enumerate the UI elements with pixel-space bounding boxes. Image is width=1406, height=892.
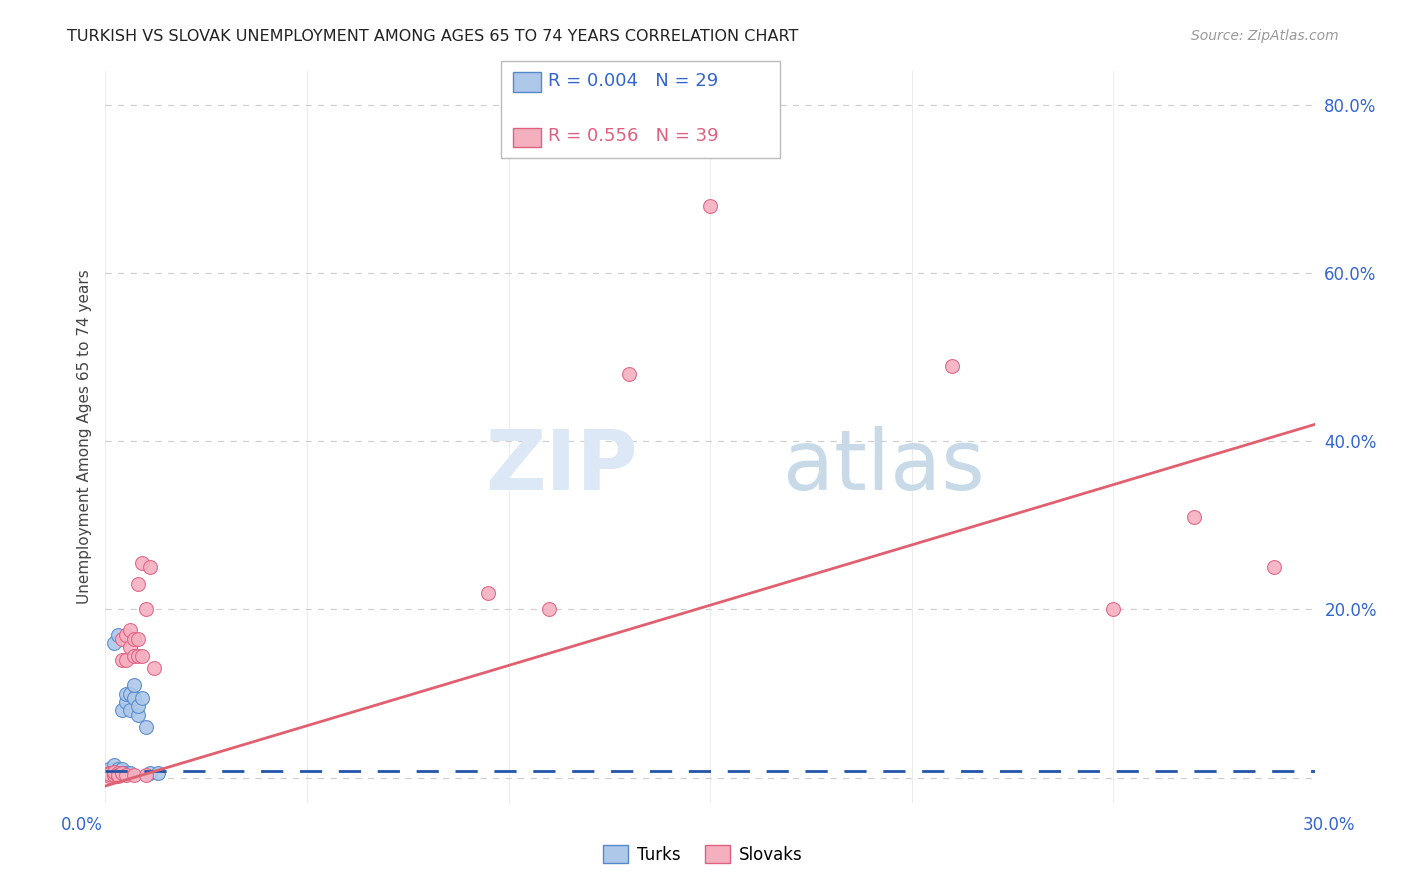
Text: 0.0%: 0.0% [60, 816, 103, 834]
Point [146, 766, 169, 780]
Text: TURKISH VS SLOVAK UNEMPLOYMENT AMONG AGES 65 TO 74 YEARS CORRELATION CHART: TURKISH VS SLOVAK UNEMPLOYMENT AMONG AGE… [67, 29, 799, 44]
Text: 30.0%: 30.0% [1302, 816, 1355, 834]
Point [122, 648, 145, 663]
Point [110, 766, 132, 780]
Point [131, 556, 153, 570]
Point [139, 560, 162, 574]
Point [110, 762, 132, 776]
Point [118, 703, 141, 717]
Point [131, 648, 153, 663]
Point [122, 768, 145, 782]
Point [114, 766, 136, 780]
Point [127, 699, 149, 714]
Point [941, 359, 963, 373]
Point [135, 768, 157, 782]
Point [103, 758, 125, 772]
Point [98, 765, 121, 780]
Point [110, 703, 132, 717]
Point [122, 678, 145, 692]
Point [107, 765, 129, 780]
Point [118, 624, 141, 638]
Point [127, 632, 149, 646]
Point [118, 640, 141, 655]
Point [103, 766, 125, 780]
Text: Source: ZipAtlas.com: Source: ZipAtlas.com [1191, 29, 1339, 43]
Point [114, 686, 136, 700]
Point [118, 766, 141, 780]
Point [127, 648, 149, 663]
Point [142, 661, 165, 675]
Point [103, 764, 125, 779]
Point [114, 627, 136, 641]
Point [114, 695, 136, 709]
Point [127, 577, 149, 591]
Point [131, 690, 153, 705]
Point [110, 653, 132, 667]
Point [1263, 560, 1285, 574]
Point [98, 768, 121, 782]
Text: ZIP: ZIP [485, 425, 637, 507]
Point [1102, 602, 1125, 616]
Point [98, 768, 121, 782]
Point [98, 766, 121, 780]
Point [103, 766, 125, 780]
Point [139, 766, 162, 780]
Point [107, 627, 129, 641]
Point [110, 632, 132, 646]
Point [98, 767, 121, 781]
Point [699, 199, 721, 213]
Point [114, 653, 136, 667]
Legend: Turks, Slovaks: Turks, Slovaks [596, 838, 810, 871]
Point [107, 766, 129, 780]
Text: R = 0.004   N = 29: R = 0.004 N = 29 [548, 72, 718, 90]
Point [1182, 510, 1205, 524]
Point [127, 707, 149, 722]
Point [122, 632, 145, 646]
Point [98, 769, 121, 783]
Point [114, 768, 136, 782]
Point [103, 768, 125, 782]
Point [107, 766, 129, 780]
Point [477, 585, 499, 599]
Point [619, 367, 641, 381]
Text: atlas: atlas [783, 425, 984, 507]
Point [135, 602, 157, 616]
Point [118, 686, 141, 700]
Point [135, 720, 157, 734]
Point [98, 762, 121, 776]
Point [103, 764, 125, 779]
Point [107, 767, 129, 781]
Point [107, 762, 129, 776]
Point [537, 602, 560, 616]
Point [110, 766, 132, 780]
Point [107, 768, 129, 782]
Point [107, 769, 129, 783]
Point [103, 636, 125, 650]
Point [122, 690, 145, 705]
Y-axis label: Unemployment Among Ages 65 to 74 years: Unemployment Among Ages 65 to 74 years [76, 269, 91, 605]
Point [110, 766, 132, 780]
Text: R = 0.556   N = 39: R = 0.556 N = 39 [548, 128, 718, 145]
